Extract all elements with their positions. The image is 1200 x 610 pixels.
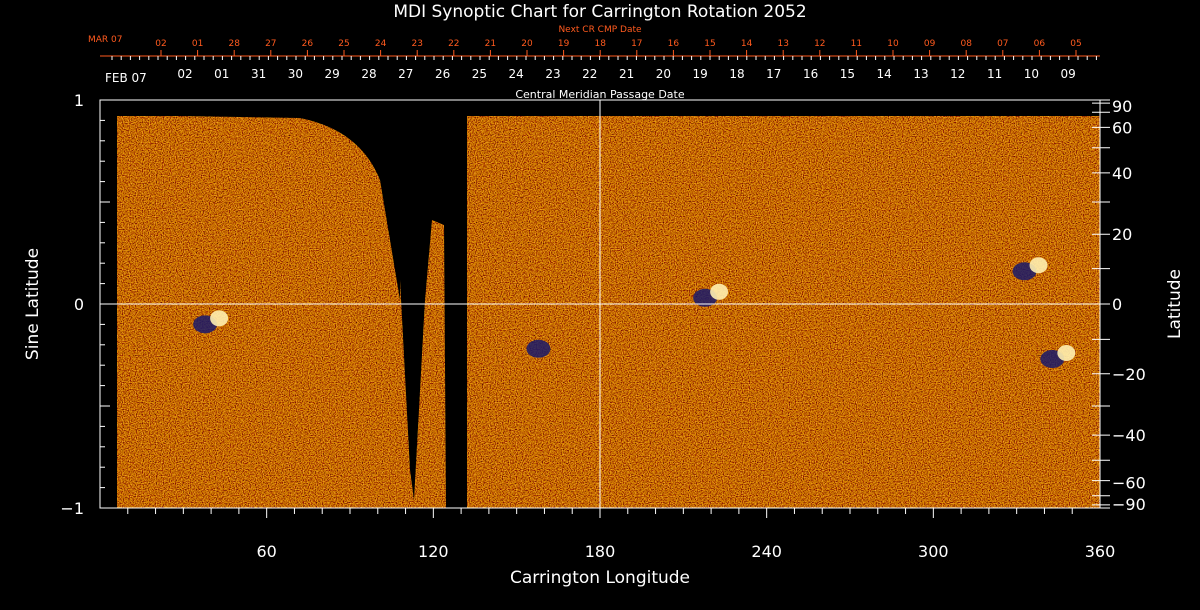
next-cr-label: 10 xyxy=(887,39,899,49)
chart-title: MDI Synoptic Chart for Carrington Rotati… xyxy=(393,2,806,22)
cmp-date-label: 20 xyxy=(656,67,671,81)
y-axis-label-left: Sine Latitude xyxy=(23,248,43,360)
cmp-date-label: 28 xyxy=(361,67,376,81)
x-tick-label: 300 xyxy=(918,542,949,561)
cmp-date-label: 31 xyxy=(251,67,266,81)
polar-gap-top xyxy=(117,100,400,300)
cmp-date-label: 22 xyxy=(582,67,597,81)
active-region-negative xyxy=(526,339,551,358)
next-cr-ticks: 02 01 28 27 26 25 24 23 22 21 20 19 18 17 16 15 14 13 12 11… xyxy=(155,39,1082,56)
next-cr-caption: Next CR CMP Date xyxy=(558,25,642,35)
x-tick-label: 60 xyxy=(256,542,276,561)
cmp-date-label: 17 xyxy=(766,67,781,81)
cmp-date-label: 25 xyxy=(472,67,487,81)
next-cr-label: 23 xyxy=(411,39,422,49)
y-left-tick-label: −1 xyxy=(60,499,84,518)
y-right-tick-label: 0 xyxy=(1112,295,1122,314)
next-cr-label: 18 xyxy=(594,39,606,49)
next-cr-label: 09 xyxy=(924,39,936,49)
next-cr-label: 13 xyxy=(777,39,788,49)
y-left-ticks: 1 0 −1 xyxy=(60,91,110,518)
next-cr-label: 05 xyxy=(1070,39,1081,49)
next-cr-label: 28 xyxy=(228,39,240,49)
y-right-tick-label: 90 xyxy=(1112,97,1132,116)
polar-gap-top-right xyxy=(467,100,1100,112)
cmp-date-label: 14 xyxy=(877,67,892,81)
next-cr-label: 19 xyxy=(558,39,570,49)
y-right-tick-label: 20 xyxy=(1112,225,1132,244)
cmp-date-label: 13 xyxy=(913,67,928,81)
cmp-date-label: 09 xyxy=(1061,67,1076,81)
cmp-date-label: 29 xyxy=(325,67,340,81)
cmp-start-label: FEB 07 xyxy=(105,71,147,85)
cmp-date-label: 30 xyxy=(288,67,303,81)
cmp-date-label: 12 xyxy=(950,67,965,81)
next-cr-label: 06 xyxy=(1034,39,1046,49)
active-region-positive xyxy=(1057,345,1076,361)
data-gap-wedge xyxy=(395,100,467,508)
x-axis-label: Carrington Longitude xyxy=(510,568,690,588)
next-cr-start-label: MAR 07 xyxy=(88,35,123,45)
cmp-date-label: 15 xyxy=(840,67,855,81)
y-right-tick-label: −20 xyxy=(1112,365,1146,384)
active-region-positive xyxy=(1029,257,1048,274)
x-tick-label: 360 xyxy=(1085,542,1116,561)
next-cr-label: 15 xyxy=(704,39,715,49)
next-cr-label: 26 xyxy=(302,39,314,49)
magnetogram-texture xyxy=(117,116,1100,508)
next-cr-label: 20 xyxy=(521,39,533,49)
cmp-date-label: 02 xyxy=(177,67,192,81)
y-axis-label-right: Latitude xyxy=(1165,269,1185,339)
cmp-ticks: 02 01 31 30 29 28 27 26 25 24 23 22 21 20 19 18 17 16 15 14… xyxy=(111,56,1097,81)
y-left-tick-label: 0 xyxy=(74,295,84,314)
y-right-tick-label: −40 xyxy=(1112,426,1146,445)
next-cr-label: 22 xyxy=(448,39,459,49)
next-cr-label: 12 xyxy=(814,39,825,49)
cmp-caption: Central Meridian Passage Date xyxy=(515,88,684,101)
x-tick-label: 120 xyxy=(418,542,449,561)
next-cr-label: 07 xyxy=(997,39,1008,49)
x-tick-label: 180 xyxy=(585,542,616,561)
next-cr-label: 24 xyxy=(375,39,387,49)
next-cr-label: 25 xyxy=(338,39,349,49)
next-cr-label: 27 xyxy=(265,39,276,49)
cmp-date-label: 21 xyxy=(619,67,634,81)
active-region-positive xyxy=(210,310,229,327)
cmp-date-label: 19 xyxy=(693,67,708,81)
y-right-tick-label: 40 xyxy=(1112,164,1132,183)
active-region-positive xyxy=(710,283,729,300)
y-right-tick-label: −90 xyxy=(1112,495,1146,514)
next-cr-label: 11 xyxy=(851,39,862,49)
cmp-date-label: 23 xyxy=(545,67,560,81)
cmp-date-label: 11 xyxy=(987,67,1002,81)
cmp-date-label: 27 xyxy=(398,67,413,81)
y-right-tick-label: 60 xyxy=(1112,118,1132,137)
y-left-tick-label: 1 xyxy=(74,91,84,110)
next-cr-label: 21 xyxy=(485,39,496,49)
cmp-date-label: 24 xyxy=(509,67,524,81)
next-cr-label: 02 xyxy=(155,39,166,49)
cmp-date-label: 26 xyxy=(435,67,450,81)
next-cr-label: 08 xyxy=(960,39,972,49)
y-right-tick-label: −60 xyxy=(1112,474,1146,493)
x-tick-label: 240 xyxy=(751,542,782,561)
cmp-date-label: 18 xyxy=(729,67,744,81)
y-right-ticks: 90 60 40 20 0 −20 −40 −60 −90 xyxy=(1092,97,1146,514)
next-cr-label: 17 xyxy=(631,39,642,49)
cmp-date-label: 10 xyxy=(1024,67,1039,81)
next-cr-label: 14 xyxy=(741,39,753,49)
x-axis-ticks: 60 120 180 240 300 360 xyxy=(127,508,1116,561)
cmp-date-label: 01 xyxy=(214,67,229,81)
next-cr-label: 01 xyxy=(192,39,203,49)
next-cr-label: 16 xyxy=(668,39,680,49)
cmp-date-label: 16 xyxy=(803,67,818,81)
